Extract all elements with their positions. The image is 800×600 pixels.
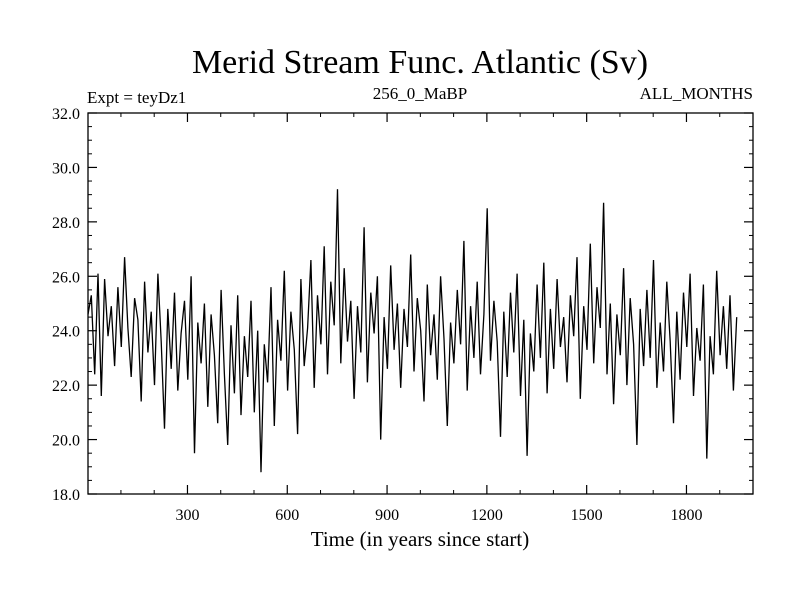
y-tick-label: 28.0 [52, 215, 80, 232]
y-axis: 18.0 20.0 22.0 24.0 26.0 28.0 30.0 32.0 [52, 106, 753, 504]
y-tick-label: 22.0 [52, 378, 80, 395]
x-tick-label: 1500 [571, 507, 603, 524]
y-tick-label: 20.0 [52, 433, 80, 450]
y-tick-label: 24.0 [52, 324, 80, 341]
y-tick-label: 32.0 [52, 106, 80, 123]
x-tick-label: 900 [375, 507, 399, 524]
x-axis: 300 600 900 1200 1500 1800 [120, 113, 721, 524]
x-tick-label: 300 [175, 507, 199, 524]
x-tick-label: 1200 [471, 507, 503, 524]
y-tick-label: 18.0 [52, 487, 80, 504]
series-line-0 [87, 189, 738, 473]
months-label: ALL_MONTHS [640, 84, 753, 103]
plot-frame [87, 112, 754, 495]
chart-title: Merid Stream Func. Atlantic (Sv) [192, 44, 648, 81]
y-tick-label: 30.0 [52, 160, 80, 177]
period-label: 256_0_MaBP [373, 84, 467, 103]
x-axis-label: Time (in years since start) [311, 527, 530, 551]
x-tick-label: 1800 [670, 507, 702, 524]
plot-area [87, 189, 738, 473]
x-tick-label: 600 [275, 507, 299, 524]
experiment-label: Expt = teyDz1 [87, 88, 186, 107]
y-tick-label: 26.0 [52, 269, 80, 286]
